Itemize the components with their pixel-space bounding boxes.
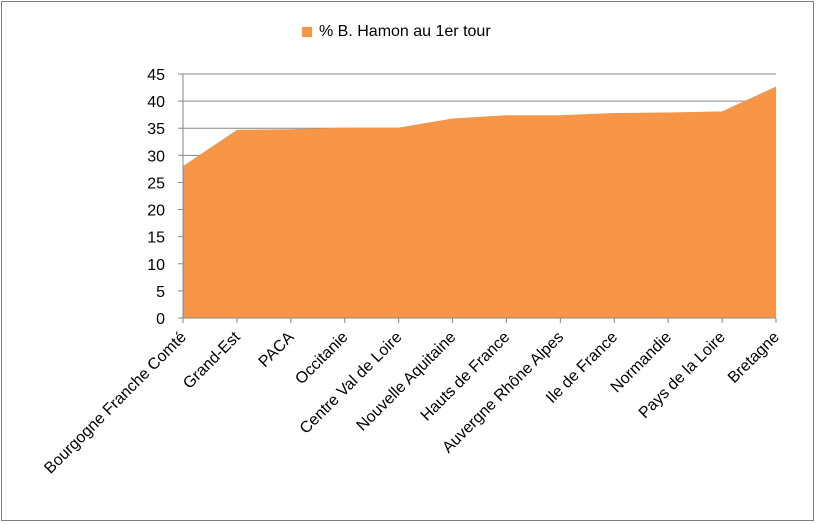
axes (178, 73, 777, 323)
x-tick-label-5: Nouvelle Aquitaine (354, 329, 460, 435)
x-tick-label-4: Centre Val de Loire (297, 329, 406, 438)
y-tick-label-35: 35 (147, 121, 165, 138)
y-tick-label-5: 5 (156, 284, 165, 301)
x-tick-label-0: Bourgogne Franche Comté (41, 329, 190, 478)
plot-area (183, 86, 776, 319)
legend-swatch (302, 27, 312, 37)
y-tick-label-40: 40 (147, 94, 165, 111)
legend: % B. Hamon au 1er tour (302, 20, 491, 44)
y-tick-label-45: 45 (147, 67, 165, 84)
y-tick-label-30: 30 (147, 148, 165, 165)
y-tick-label-15: 15 (147, 230, 165, 247)
y-tick-label-0: 0 (156, 311, 165, 328)
y-tick-labels: 0 5 10 15 20 25 30 35 40 45 (147, 67, 165, 328)
x-tick-label-1: Grand-Est (180, 328, 244, 392)
series-area (183, 86, 776, 319)
y-tick-label-10: 10 (147, 257, 165, 274)
y-tick-label-25: 25 (147, 175, 165, 192)
x-tick-label-2: PACA (256, 329, 298, 371)
x-tick-label-11: Bretagne (725, 329, 783, 387)
legend-label: % B. Hamon au 1er tour (319, 23, 491, 40)
y-tick-label-20: 20 (147, 203, 165, 220)
